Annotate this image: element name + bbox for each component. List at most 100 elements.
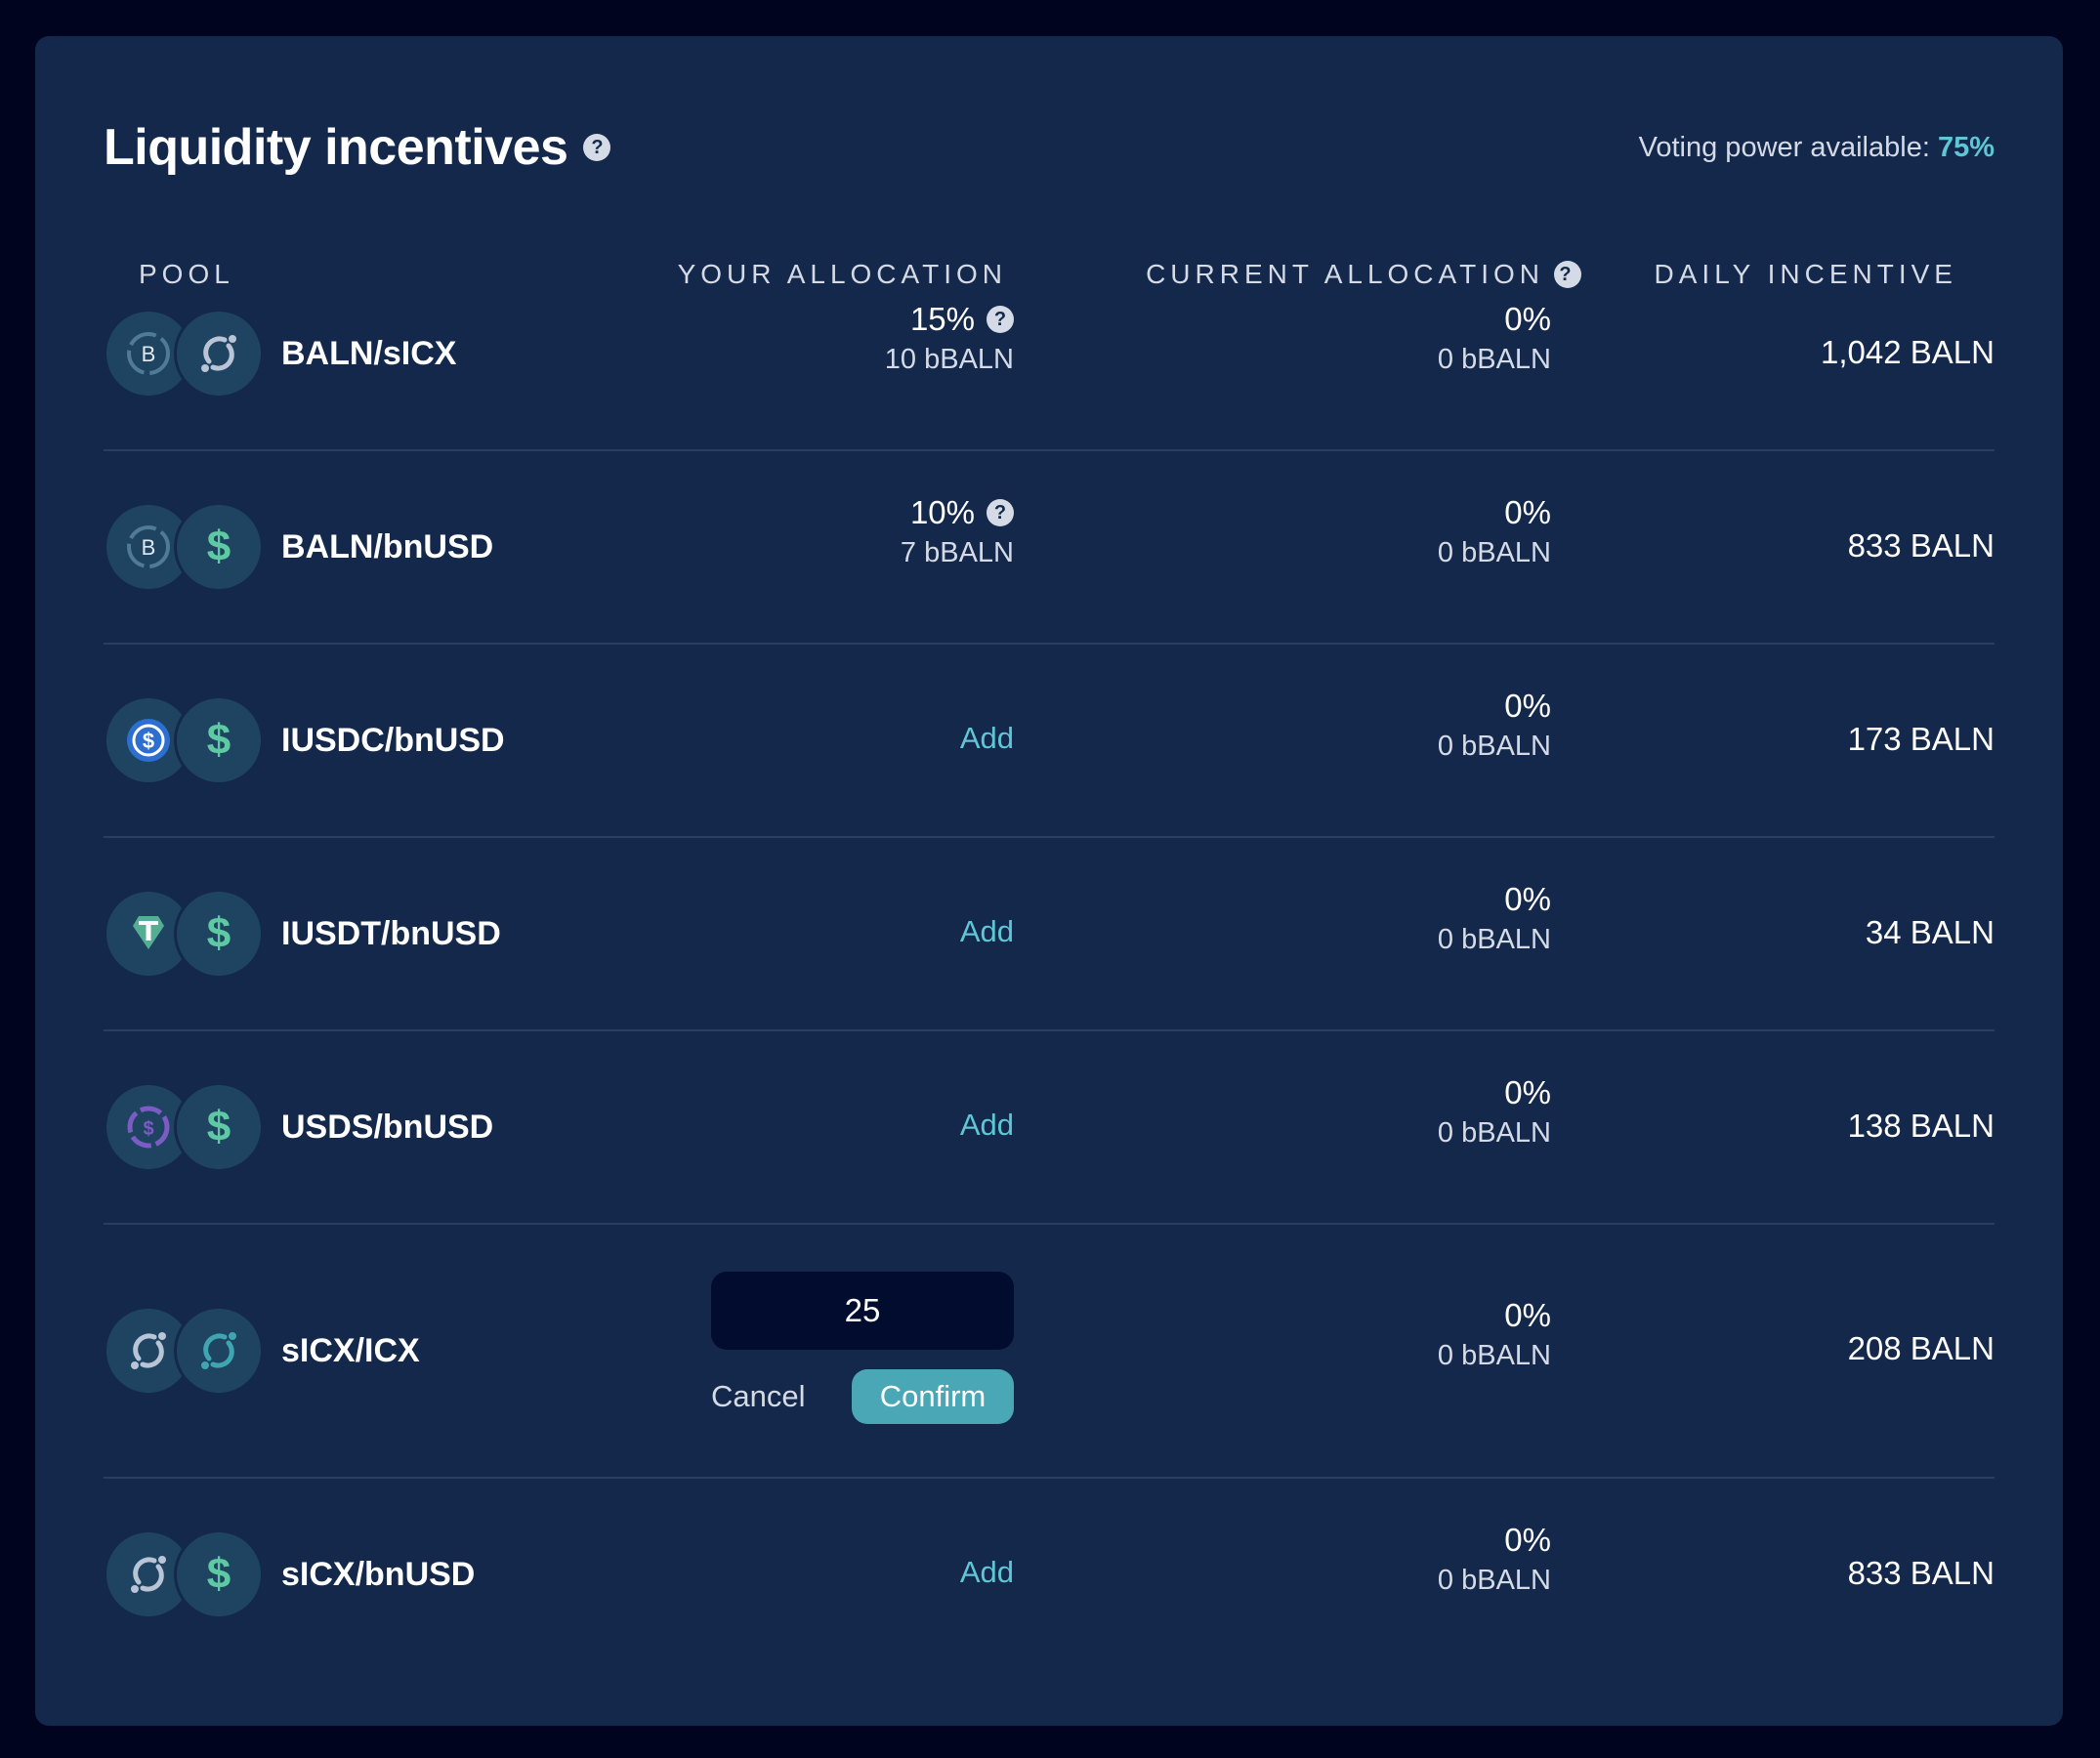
bnusd-icon: $ — [174, 695, 264, 785]
bnusd-icon: $ — [174, 889, 264, 979]
add-allocation-link[interactable]: Add — [959, 914, 1014, 948]
your-allocation: 15% ? 10 bBALN — [885, 301, 1014, 376]
current-allocation-bbaln: 0 bBALN — [1437, 731, 1551, 762]
cancel-button[interactable]: Cancel — [711, 1379, 806, 1413]
your-allocation-pct: 15% ? — [885, 301, 1014, 338]
current-allocation-bbaln: 0 bBALN — [1437, 1340, 1551, 1371]
pool-name: IUSDC/bnUSD — [281, 721, 505, 759]
token-pair: $ $ IUSDC/bnUSD — [104, 695, 505, 785]
daily-incentive: 173 BALN — [1847, 721, 1995, 757]
token-pair: B BALN/sICX — [104, 309, 456, 398]
pool-name: sICX/ICX — [281, 1331, 420, 1369]
token-pair: $ sICX/bnUSD — [104, 1529, 475, 1619]
pool-name: BALN/sICX — [281, 334, 457, 372]
svg-text:$: $ — [143, 1118, 153, 1140]
daily-incentive: 138 BALN — [1847, 1108, 1995, 1144]
current-allocation: 0% 0 bBALN — [1438, 688, 1551, 763]
confirm-button[interactable]: Confirm — [852, 1369, 1014, 1424]
svg-text:$: $ — [143, 729, 154, 753]
voting-power-value: 75% — [1937, 131, 1995, 163]
svg-text:$: $ — [207, 909, 231, 957]
your-allocation: Add — [960, 1108, 1014, 1143]
current-allocation-pct: 0% — [1504, 688, 1551, 724]
column-header-your-allocation: YOUR ALLOCATION — [678, 259, 1007, 290]
svg-text:$: $ — [207, 1103, 231, 1151]
add-allocation-link[interactable]: Add — [959, 1555, 1014, 1589]
current-allocation: 0% 0 bBALN — [1438, 494, 1551, 569]
your-allocation-value: 10% — [909, 494, 975, 530]
current-allocation-pct: 0% — [1504, 494, 1551, 530]
bnusd-icon: $ — [174, 502, 264, 592]
table-row: sICX/ICX Cancel Confirm 0% 0 bBALN 208 B… — [104, 1225, 1995, 1479]
your-allocation-pct: 10% ? — [901, 494, 1014, 531]
current-allocation: 0% 0 bBALN — [1438, 301, 1551, 376]
question-icon[interactable]: ? — [1554, 261, 1581, 288]
current-allocation-pct: 0% — [1504, 301, 1551, 337]
your-allocation: Add — [960, 1555, 1014, 1590]
column-header-daily-incentive-label: DAILY INCENTIVE — [1654, 259, 1957, 289]
liquidity-incentives-panel: Liquidity incentives ? Voting power avai… — [35, 36, 2063, 1726]
voting-power-label: Voting power available: — [1638, 131, 1930, 163]
table-row: $ $ IUSDC/bnUSD Add 0% 0 bBALN 173 BALN — [104, 645, 1995, 838]
column-header-pool: POOL — [139, 259, 234, 290]
current-allocation-bbaln: 0 bBALN — [1437, 344, 1551, 375]
icx-icon — [174, 1306, 264, 1396]
page-title: Liquidity incentives — [104, 119, 568, 176]
icx-icon — [174, 309, 264, 398]
daily-incentive: 833 BALN — [1847, 1555, 1995, 1591]
column-header-current-allocation-label: CURRENT ALLOCATION — [1146, 259, 1544, 289]
table-row: $ $ USDS/bnUSD Add 0% 0 bBALN 138 BALN — [104, 1031, 1995, 1225]
column-header-current-allocation: CURRENT ALLOCATION ? — [1146, 259, 1581, 290]
table-row: B $ BALN/bnUSD 10% ? 7 bBALN 0% 0 bBALN … — [104, 451, 1995, 645]
your-allocation: Add — [960, 721, 1014, 756]
your-allocation: Add — [960, 914, 1014, 949]
current-allocation-bbaln: 0 bBALN — [1437, 1565, 1551, 1596]
svg-text:B: B — [142, 342, 156, 366]
daily-incentive: 1,042 BALN — [1821, 334, 1995, 370]
allocation-editor-actions: Cancel Confirm — [711, 1369, 1014, 1424]
column-header-daily-incentive: DAILY INCENTIVE — [1655, 259, 1957, 290]
title-wrap: Liquidity incentives ? — [104, 118, 611, 177]
current-allocation: 0% 0 bBALN — [1438, 881, 1551, 956]
pool-name: sICX/bnUSD — [281, 1555, 476, 1593]
question-icon[interactable]: ? — [583, 134, 611, 161]
pool-name: USDS/bnUSD — [281, 1108, 494, 1146]
column-header-pool-label: POOL — [139, 259, 234, 289]
your-allocation: 10% ? 7 bBALN — [901, 494, 1014, 569]
allocation-input[interactable] — [711, 1272, 1014, 1350]
bnusd-icon: $ — [174, 1529, 264, 1619]
table-row: $ sICX/bnUSD Add 0% 0 bBALN 833 BALN — [104, 1479, 1995, 1674]
bnusd-icon: $ — [174, 1082, 264, 1172]
token-pair: $ $ USDS/bnUSD — [104, 1082, 493, 1172]
pool-name: IUSDT/bnUSD — [281, 914, 501, 952]
question-icon[interactable]: ? — [987, 306, 1014, 333]
add-allocation-link[interactable]: Add — [959, 721, 1014, 755]
token-pair: $ IUSDT/bnUSD — [104, 889, 501, 979]
daily-incentive: 208 BALN — [1847, 1330, 1995, 1366]
column-header-your-allocation-label: YOUR ALLOCATION — [677, 259, 1007, 289]
current-allocation: 0% 0 bBALN — [1438, 1522, 1551, 1597]
daily-incentive: 833 BALN — [1847, 527, 1995, 564]
svg-text:$: $ — [207, 523, 231, 570]
add-allocation-link[interactable]: Add — [959, 1108, 1014, 1142]
current-allocation-bbaln: 0 bBALN — [1437, 924, 1551, 955]
svg-text:$: $ — [207, 716, 231, 764]
token-pair: B $ BALN/bnUSD — [104, 502, 493, 592]
svg-text:B: B — [142, 535, 156, 560]
your-allocation-bbaln: 7 bBALN — [900, 537, 1014, 568]
table-row: B BALN/sICX 15% ? 10 bBALN 0% 0 bBALN 1,… — [104, 256, 1995, 451]
panel-header: Liquidity incentives ? Voting power avai… — [104, 112, 1995, 183]
current-allocation: 0% 0 bBALN — [1438, 1074, 1551, 1150]
svg-text:$: $ — [207, 1550, 231, 1598]
current-allocation-pct: 0% — [1504, 881, 1551, 917]
question-icon[interactable]: ? — [987, 499, 1014, 526]
allocation-editor: Cancel Confirm — [711, 1272, 1014, 1424]
token-pair: sICX/ICX — [104, 1306, 420, 1396]
current-allocation-bbaln: 0 bBALN — [1437, 1117, 1551, 1149]
table-row: $ IUSDT/bnUSD Add 0% 0 bBALN 34 BALN — [104, 838, 1995, 1031]
pool-name: BALN/bnUSD — [281, 527, 494, 565]
current-allocation-bbaln: 0 bBALN — [1437, 537, 1551, 568]
voting-power: Voting power available: 75% — [1639, 132, 1995, 164]
daily-incentive: 34 BALN — [1865, 914, 1995, 950]
current-allocation-pct: 0% — [1504, 1297, 1551, 1333]
